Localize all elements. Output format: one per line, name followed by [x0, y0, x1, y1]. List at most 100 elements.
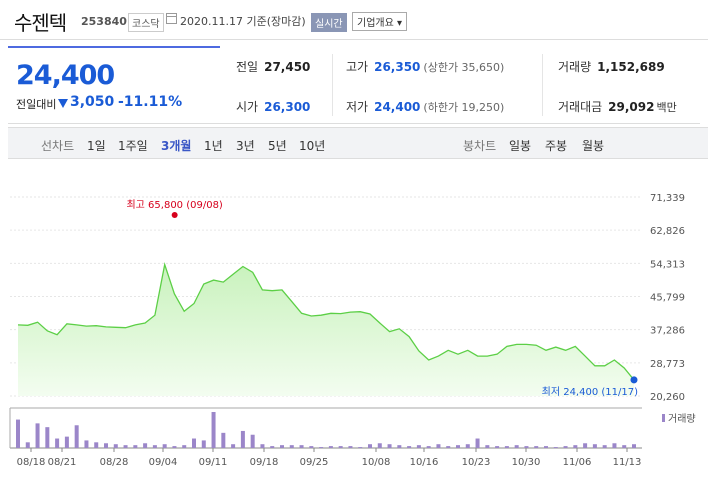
- price-chart: 71,339 62,826 54,313 45,799 37,286 28,773 20,2…: [9, 193, 696, 468]
- current-price: 24,400: [16, 60, 115, 91]
- period-1d[interactable]: 1일: [87, 139, 106, 153]
- stats-panel: 전일 27,450 고가 26,350 (상한가 35,650) 거래량 1,152,6…: [220, 46, 700, 124]
- y-tick-label: 20,260: [650, 392, 685, 403]
- base-date: 2020.11.17 기준(장마감): [180, 15, 306, 28]
- divider: [332, 54, 333, 116]
- volume-bar: [583, 443, 588, 448]
- volume-bar: [289, 445, 294, 448]
- volume-bar: [465, 444, 470, 448]
- volume-bar: [25, 442, 30, 448]
- volume-bar: [632, 444, 636, 448]
- stat-prev: 전일 27,450: [236, 60, 311, 74]
- y-tick-label: 54,313: [650, 259, 685, 270]
- volume-legend: 거래량: [668, 413, 696, 425]
- stock-header: 수젠텍 253840 코스닥 2020.11.17 기준(장마감) 실시간 기업…: [0, 0, 708, 40]
- volume-bar: [358, 447, 363, 448]
- volume-bar: [338, 446, 343, 448]
- volume-bar: [328, 446, 333, 448]
- volume-bar: [612, 443, 617, 448]
- volume-bar: [426, 446, 431, 448]
- volume-bar: [16, 419, 20, 448]
- candle-daily[interactable]: 일봉: [509, 139, 532, 153]
- volume-bar: [299, 445, 304, 448]
- x-tick-label: 10/23: [462, 457, 491, 468]
- compare-label: 전일대비: [16, 98, 57, 111]
- candle-chart-caption: 봉차트: [463, 139, 497, 153]
- volume-bar: [84, 440, 89, 448]
- volume-bar: [456, 445, 460, 448]
- stock-code: 253840: [81, 15, 127, 28]
- volume-bar: [573, 445, 578, 448]
- volume-bar: [504, 446, 509, 448]
- volume-bar: [211, 412, 216, 448]
- x-tick-label: 09/04: [149, 457, 178, 468]
- volume-bar: [602, 445, 607, 448]
- price-line: [17, 262, 635, 381]
- line-chart-caption: 선차트: [41, 139, 75, 153]
- volume-bar: [260, 444, 265, 448]
- volume-bar: [280, 445, 284, 448]
- x-tick-label: 10/08: [362, 457, 391, 468]
- volume-bar: [592, 444, 597, 448]
- down-triangle-icon: [58, 99, 68, 108]
- x-tick-label: 08/18: [17, 457, 46, 468]
- volume-bar: [133, 445, 138, 448]
- volume-bar: [563, 446, 568, 448]
- volume-bar: [397, 445, 402, 448]
- y-tick-label: 62,826: [650, 226, 685, 237]
- period-1y[interactable]: 1년: [204, 139, 223, 153]
- stat-volume: 거래량 1,152,689: [558, 60, 665, 74]
- period-10y[interactable]: 10년: [299, 139, 326, 153]
- period-3y[interactable]: 3년: [236, 139, 255, 153]
- volume-bar: [446, 446, 451, 448]
- volume-bar: [407, 446, 412, 448]
- volume-bar: [162, 444, 167, 448]
- realtime-button[interactable]: 실시간: [311, 13, 347, 32]
- volume-bar: [387, 444, 392, 448]
- volume-bar: [514, 445, 519, 448]
- stat-open: 시가 26,300: [236, 100, 311, 114]
- volume-bar: [143, 443, 148, 448]
- volume-bar: [45, 427, 50, 448]
- volume-bar: [485, 445, 490, 448]
- stat-low: 저가 24,400 (하한가 19,250): [346, 100, 505, 114]
- volume-bar: [416, 445, 421, 448]
- period-1w[interactable]: 1주일: [118, 139, 148, 153]
- price-change-pct: -11.11%: [118, 94, 183, 110]
- volume-bar: [113, 444, 118, 448]
- volume-bars: [16, 412, 636, 448]
- volume-bar: [377, 443, 382, 448]
- low-annotation: 최저 24,400 (11/17): [542, 386, 638, 398]
- candle-weekly[interactable]: 주봉: [545, 139, 568, 153]
- volume-bar: [534, 446, 539, 448]
- volume-bar: [348, 446, 353, 448]
- volume-bar: [475, 438, 480, 448]
- market-badge: 코스닥: [128, 13, 164, 32]
- company-overview-dropdown[interactable]: 기업개요 ▾: [352, 12, 407, 31]
- volume-legend-icon: [662, 414, 665, 422]
- volume-bar: [240, 430, 245, 448]
- y-tick-label: 71,339: [650, 193, 685, 204]
- stat-high: 고가 26,350 (상한가 35,650): [346, 60, 505, 74]
- stat-amount: 거래대금 29,092 백만: [558, 100, 677, 114]
- price-area: [18, 264, 634, 396]
- volume-bar: [250, 434, 255, 448]
- y-tick-label: 45,799: [650, 293, 685, 304]
- volume-bar: [221, 432, 226, 448]
- volume-bar: [35, 423, 40, 448]
- volume-bar: [319, 447, 324, 448]
- x-tick-label: 08/28: [100, 457, 129, 468]
- volume-bar: [55, 438, 60, 448]
- x-tick-label: 11/06: [563, 457, 592, 468]
- price-panel: 24,400 전일대비 3,050 -11.11%: [8, 46, 220, 124]
- volume-bar: [192, 438, 196, 448]
- period-3m[interactable]: 3개월: [161, 139, 192, 153]
- volume-bar: [553, 447, 558, 448]
- volume-bar: [123, 445, 128, 448]
- candle-monthly[interactable]: 월봉: [582, 139, 605, 153]
- x-tick-label: 10/16: [410, 457, 439, 468]
- x-tick-label: 09/11: [199, 457, 228, 468]
- divider: [542, 54, 543, 116]
- volume-bar: [201, 440, 206, 448]
- period-5y[interactable]: 5년: [268, 139, 287, 153]
